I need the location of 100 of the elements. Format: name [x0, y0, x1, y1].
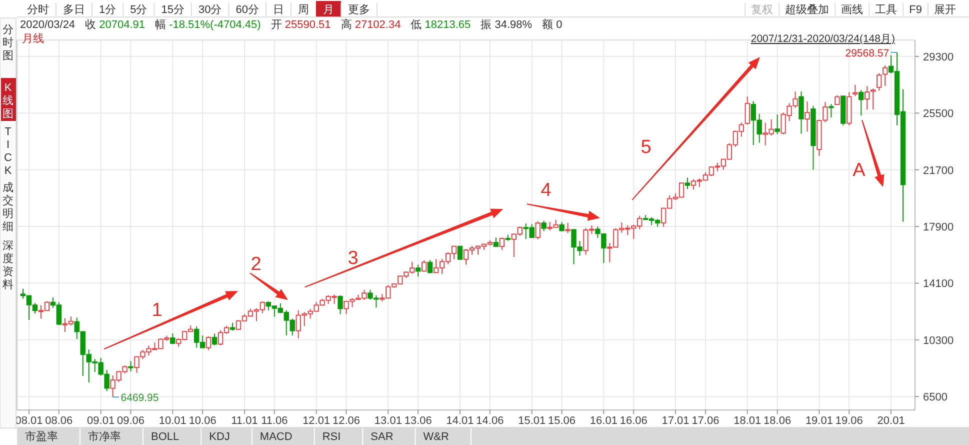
text: 更多 [348, 4, 370, 16]
text: 振 34.98% [480, 19, 532, 31]
annotation: 2007/12/31-2020/03/24(148月) [750, 33, 895, 45]
annotation: 4 [540, 180, 552, 201]
y-tick-label: 14100 [923, 278, 954, 290]
candlestick [427, 259, 433, 274]
text: 2020/03/24 [20, 19, 76, 31]
annotation: 6469.95 [120, 392, 159, 404]
y-tick-label: 10300 [923, 334, 954, 347]
text: K线图 [2, 82, 14, 120]
text: 月 [323, 4, 334, 16]
x-tick-label: 16.06 [620, 415, 648, 427]
candlestick [744, 96, 750, 125]
x-tick-label: 15.01 [518, 415, 546, 427]
candlestick [206, 336, 212, 351]
x-tick-label: 13.06 [404, 415, 432, 427]
text: TICK [4, 126, 12, 177]
candlestick [804, 101, 810, 132]
candlestick [535, 220, 540, 240]
text: 复权 [751, 4, 774, 16]
text: 幅 -18.51%(-4704.45) [155, 19, 261, 31]
x-tick-label: 18.01 [734, 415, 762, 427]
candlestick [541, 220, 546, 232]
x-tick-label: 19.01 [805, 415, 833, 427]
annotation: 2 [250, 254, 262, 275]
x-tick-label: 20.01 [877, 415, 905, 427]
text: W&R [423, 431, 449, 443]
text: 市盈率 [25, 430, 58, 443]
text: 5分 [130, 4, 148, 16]
candlestick [828, 104, 834, 118]
text: 15分 [161, 4, 184, 16]
y-tick-label: 17900 [923, 221, 954, 234]
x-tick-label: 13.01 [374, 415, 402, 427]
text: 收 20704.91 [85, 19, 146, 31]
text: 开 25590.51 [270, 19, 331, 31]
text: 工具 [875, 4, 898, 16]
text: 超级叠加 [785, 3, 830, 16]
annotation: A [852, 160, 866, 181]
x-tick-label: 17.01 [662, 415, 690, 427]
text: 成交明细 [2, 181, 14, 233]
text: 高 27102.34 [340, 18, 401, 31]
chart-title: 月线 [22, 32, 44, 45]
y-tick-label: 21700 [923, 164, 954, 177]
text: 周 [298, 4, 309, 16]
candlestick [565, 222, 570, 234]
text: 30分 [198, 4, 222, 16]
candlestick [834, 94, 840, 106]
candlestick [338, 294, 343, 314]
candlestick [798, 90, 804, 134]
x-tick-label: 14.06 [476, 415, 504, 427]
x-tick-label: 17.06 [692, 415, 720, 427]
text: 展开 [934, 4, 956, 16]
text: 市净率 [88, 430, 121, 443]
text: 分时图 [2, 24, 14, 62]
y-tick-label: 29300 [923, 51, 954, 64]
candlestick [858, 89, 864, 116]
text: 日 [273, 4, 284, 16]
x-tick-label: 19.06 [835, 415, 863, 427]
x-tick-label: 16.01 [590, 415, 618, 427]
text: 低 18213.65 [410, 19, 471, 31]
y-tick-label: 6500 [923, 392, 948, 404]
text: MACD [260, 431, 292, 443]
candlestick [559, 222, 564, 232]
x-tick-label: 14.01 [446, 415, 474, 427]
text: 多日 [63, 4, 85, 16]
candlestick [876, 72, 882, 92]
candlestick [882, 64, 888, 86]
x-tick-label: 10.01 [158, 415, 186, 427]
candlestick [416, 264, 421, 277]
x-tick-label: 18.06 [764, 415, 792, 427]
x-tick-label: 09.01 [87, 415, 115, 427]
candlestick [212, 333, 218, 346]
annotation: 29568.57 [845, 47, 890, 60]
text: 额 0 [542, 18, 562, 31]
candlestick [684, 177, 690, 190]
candlestick [852, 84, 858, 97]
text: 分时 [27, 3, 49, 16]
text: BOLL [151, 431, 180, 443]
x-tick-label: 12.01 [302, 415, 330, 427]
x-tick-label: 08.06 [45, 415, 73, 427]
x-tick-label: 11.01 [231, 415, 258, 427]
candlestick [499, 237, 505, 250]
text: 1分 [99, 4, 116, 16]
annotation: 1 [152, 300, 162, 321]
candlestick [774, 114, 780, 135]
y-tick-label: 25500 [923, 108, 954, 120]
x-tick-label: 10.06 [188, 415, 216, 427]
candlestick [457, 246, 463, 260]
text: KDJ [209, 431, 230, 443]
text: F9 [909, 4, 922, 16]
x-tick-label: 15.06 [548, 415, 576, 427]
text: SAR [370, 431, 394, 443]
text: 深度资料 [2, 240, 14, 291]
candlestick [128, 360, 134, 372]
x-tick-label: 12.06 [332, 415, 360, 427]
x-tick-label: 09.06 [116, 415, 145, 427]
candlestick [422, 260, 427, 272]
text: RSI [322, 431, 341, 443]
annotation: 3 [348, 248, 358, 269]
text: 画线 [841, 3, 864, 16]
